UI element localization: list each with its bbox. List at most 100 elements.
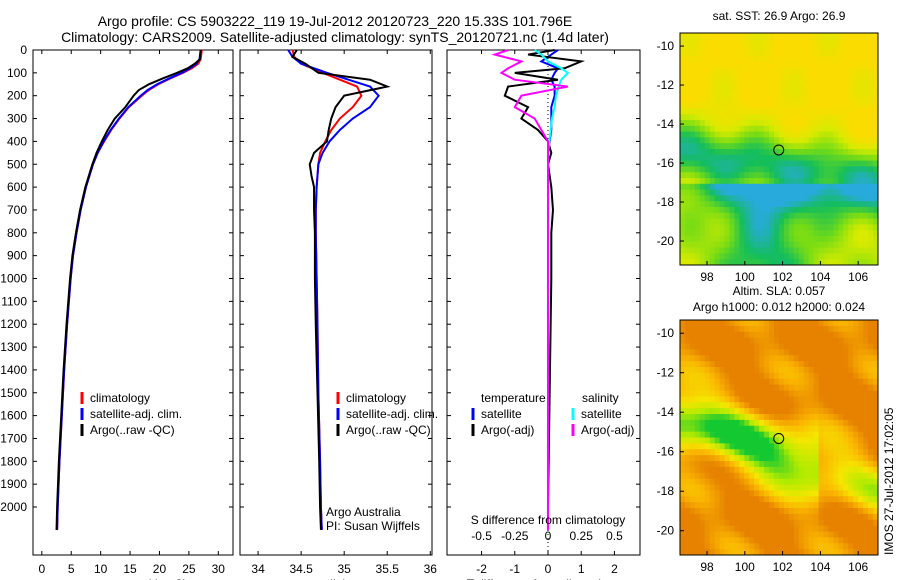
map-cell (833, 67, 839, 75)
map-cell (724, 378, 730, 386)
map-cell (828, 131, 834, 138)
map-cell (699, 419, 706, 427)
map-cell (838, 85, 844, 92)
map-cell (783, 425, 790, 433)
map-cell (788, 114, 795, 121)
map-cell (774, 472, 780, 480)
map-cell (680, 449, 686, 456)
map-cell (699, 449, 706, 456)
map-cell (729, 502, 735, 509)
map-cell (793, 259, 800, 266)
map-cell (769, 178, 775, 185)
map-cell (873, 331, 879, 339)
map-cell (694, 425, 701, 433)
map-cell (779, 207, 785, 214)
map-cell (719, 56, 726, 63)
map-cell (719, 178, 726, 185)
map-cell (754, 361, 760, 368)
map-cell (684, 195, 691, 202)
map-cell (744, 56, 750, 63)
map-cell (699, 325, 706, 333)
map-cell (719, 331, 726, 339)
map-cell (739, 414, 745, 421)
map-cell (838, 230, 844, 237)
map-cell (759, 531, 765, 538)
map-cell (803, 44, 810, 51)
map-cell (803, 390, 810, 397)
map-cell (749, 502, 755, 509)
map-cell (828, 443, 834, 450)
map-cell (704, 414, 711, 421)
map-cell (779, 466, 785, 474)
map-cell (838, 367, 844, 374)
map-cell (818, 189, 825, 196)
map-cell (680, 437, 686, 444)
map-cell (689, 331, 696, 339)
map-cell (873, 455, 879, 462)
map-cell (684, 236, 691, 243)
map-cell (793, 154, 800, 162)
map-cell (749, 414, 755, 421)
map-cell (724, 502, 730, 509)
map-cell (744, 143, 750, 150)
map-cell (838, 96, 844, 104)
map-cell (734, 108, 740, 115)
map-cell (823, 38, 829, 46)
map-cell (764, 207, 770, 214)
map-cell (818, 414, 825, 421)
map-cell (783, 320, 790, 327)
map-cell (833, 154, 839, 162)
map-cell (704, 131, 711, 138)
map-cell (774, 67, 780, 75)
map-cell (873, 478, 879, 485)
map-cell (858, 537, 864, 544)
map-cell (873, 247, 879, 254)
map-cell (689, 218, 696, 225)
map-cell (863, 160, 869, 167)
map-cell (704, 195, 711, 202)
map-cell (719, 33, 726, 40)
map-cell (704, 125, 711, 133)
map-cell (848, 73, 854, 80)
map-cell (858, 549, 864, 556)
map-cell (729, 230, 735, 237)
map-cell (823, 320, 829, 327)
map-cell (843, 195, 849, 202)
map-cell (689, 195, 696, 202)
map-cell (704, 543, 711, 550)
map-cell (680, 396, 686, 403)
map-cell (858, 56, 864, 63)
map-cell (714, 531, 721, 538)
map-cell (783, 531, 790, 538)
map-cell (729, 384, 735, 391)
map-cell (684, 390, 691, 397)
map-cell (838, 91, 844, 98)
map-cell (868, 253, 874, 260)
map-cell (828, 355, 834, 362)
map-cell (719, 91, 726, 98)
map-cell (868, 396, 874, 403)
map-cell (729, 247, 735, 254)
map-cell (873, 160, 879, 167)
map-cell (774, 402, 780, 409)
map-cell (853, 218, 859, 225)
map-cell (719, 108, 726, 115)
map-cell (680, 461, 686, 468)
map-cell (818, 38, 825, 46)
map-cell (838, 508, 844, 515)
map-cell (759, 449, 765, 456)
map-cell (689, 425, 696, 433)
map-cell (813, 172, 820, 179)
map-cell (828, 50, 834, 57)
map-cell (868, 372, 874, 380)
map-cell (848, 378, 854, 386)
map-cell (684, 414, 691, 421)
map-cell (853, 449, 859, 456)
map-cell (803, 472, 810, 480)
map-cell (793, 230, 800, 237)
map-cell (868, 543, 874, 550)
map-cell (868, 50, 874, 57)
map-cell (798, 230, 805, 237)
map-cell (863, 178, 869, 185)
map-cell (714, 378, 721, 386)
